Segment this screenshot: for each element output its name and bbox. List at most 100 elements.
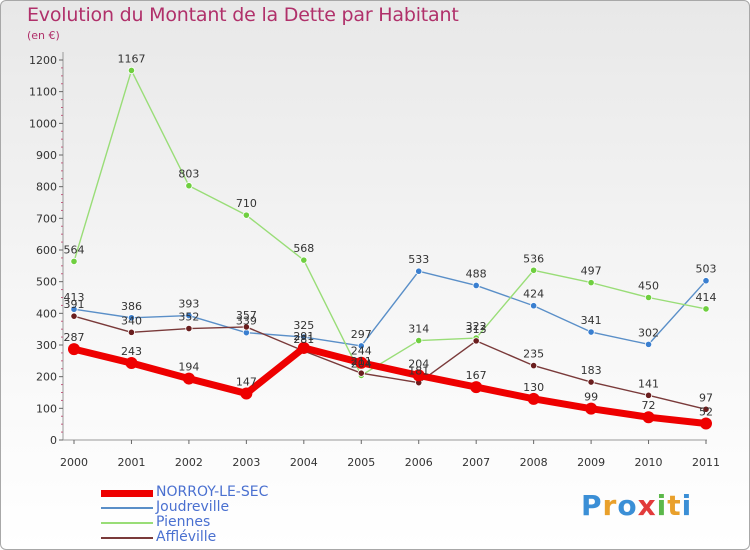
data-point <box>412 369 425 382</box>
data-point <box>644 340 653 348</box>
data-label: 72 <box>642 399 656 412</box>
y-tick-label: 400 <box>36 307 57 320</box>
data-point <box>702 405 710 413</box>
data-label: 52 <box>699 406 713 419</box>
data-label: 450 <box>638 280 659 293</box>
data-point <box>300 256 308 264</box>
data-point <box>185 182 193 190</box>
y-tick-label: 0 <box>50 434 57 447</box>
data-point <box>530 266 538 274</box>
chart-subtitle: (en €) <box>27 29 60 42</box>
data-point <box>240 387 253 400</box>
data-label: 181 <box>408 365 429 378</box>
data-label: 167 <box>466 369 487 382</box>
data-point <box>472 281 480 290</box>
data-point <box>242 211 250 219</box>
data-point <box>470 381 483 394</box>
data-point <box>355 356 368 369</box>
x-tick-label: 2004 <box>290 456 318 469</box>
data-label: 287 <box>64 331 85 344</box>
x-tick-label: 2005 <box>347 456 375 469</box>
legend-label: Affléville <box>156 529 217 545</box>
data-point <box>700 417 712 430</box>
data-point <box>127 328 136 336</box>
data-point <box>644 391 653 399</box>
x-tick-label: 2009 <box>577 456 605 469</box>
data-label: 340 <box>121 314 142 327</box>
data-point <box>70 257 78 265</box>
data-label: 1167 <box>117 52 145 65</box>
data-point <box>127 66 136 75</box>
series-line-piennes <box>73 69 707 377</box>
y-tick-label: 200 <box>36 371 57 384</box>
data-label: 313 <box>466 323 487 336</box>
data-point <box>527 392 540 405</box>
data-label: 97 <box>699 391 713 404</box>
x-tick-label: 2002 <box>175 456 203 469</box>
data-label: 211 <box>351 355 372 368</box>
x-tick-label: 2006 <box>405 456 433 469</box>
data-point <box>185 311 193 320</box>
data-label: 414 <box>696 291 717 304</box>
y-tick-label: 300 <box>36 339 57 352</box>
y-tick-label: 700 <box>36 212 57 225</box>
data-label: 386 <box>121 300 142 313</box>
proxiti-logo: Proxiti <box>581 489 693 522</box>
legend-swatch <box>101 507 153 509</box>
legend-item: NORROY-LE-SEC <box>101 485 361 500</box>
data-point <box>185 324 193 333</box>
data-label: 204 <box>351 357 372 370</box>
chart-title: Evolution du Montant de la Dette par Hab… <box>27 4 459 26</box>
data-label: 204 <box>408 357 429 370</box>
data-point <box>125 357 138 370</box>
legend-swatch <box>101 522 153 524</box>
legend-swatch <box>101 490 153 497</box>
data-label: 235 <box>523 348 544 361</box>
data-label: 130 <box>523 381 544 394</box>
data-label: 341 <box>581 314 602 327</box>
data-point <box>297 341 310 354</box>
data-point <box>587 378 595 386</box>
data-label: 183 <box>581 364 602 377</box>
data-label: 533 <box>408 253 429 266</box>
data-point <box>127 314 136 322</box>
data-label: 413 <box>64 291 85 304</box>
data-label: 244 <box>351 345 372 358</box>
x-tick-label: 2003 <box>232 456 260 469</box>
y-tick-label: 900 <box>36 149 57 162</box>
data-point <box>585 402 598 415</box>
data-label: 291 <box>293 330 314 343</box>
y-tick-label: 800 <box>36 181 57 194</box>
legend-label: Joudreville <box>156 499 230 515</box>
data-label: 424 <box>523 288 544 301</box>
data-label: 314 <box>408 323 429 336</box>
data-point <box>642 411 655 424</box>
data-label: 243 <box>121 345 142 358</box>
data-point <box>70 312 78 320</box>
x-tick-label: 2000 <box>60 456 88 469</box>
data-label: 503 <box>696 263 717 276</box>
data-point <box>702 277 710 285</box>
data-label: 352 <box>178 311 199 324</box>
series-line-norroy-le-sec <box>70 344 710 428</box>
data-label: 710 <box>236 197 257 210</box>
data-label: 99 <box>584 391 598 404</box>
legend-item: Piennes <box>101 515 361 530</box>
data-point <box>357 369 365 377</box>
data-label: 147 <box>236 375 257 388</box>
data-point <box>530 361 538 370</box>
data-point <box>242 323 250 331</box>
y-tick-label: 1200 <box>29 54 57 67</box>
data-label: 391 <box>64 298 85 311</box>
series-line-affléville <box>73 315 707 410</box>
data-label: 357 <box>236 309 257 322</box>
data-label: 297 <box>351 328 372 341</box>
data-point <box>182 372 195 385</box>
data-point <box>587 279 595 287</box>
y-tick-label: 100 <box>36 402 57 415</box>
y-tick-label: 500 <box>36 276 57 289</box>
data-label: 497 <box>581 265 602 278</box>
data-label: 564 <box>64 243 85 256</box>
